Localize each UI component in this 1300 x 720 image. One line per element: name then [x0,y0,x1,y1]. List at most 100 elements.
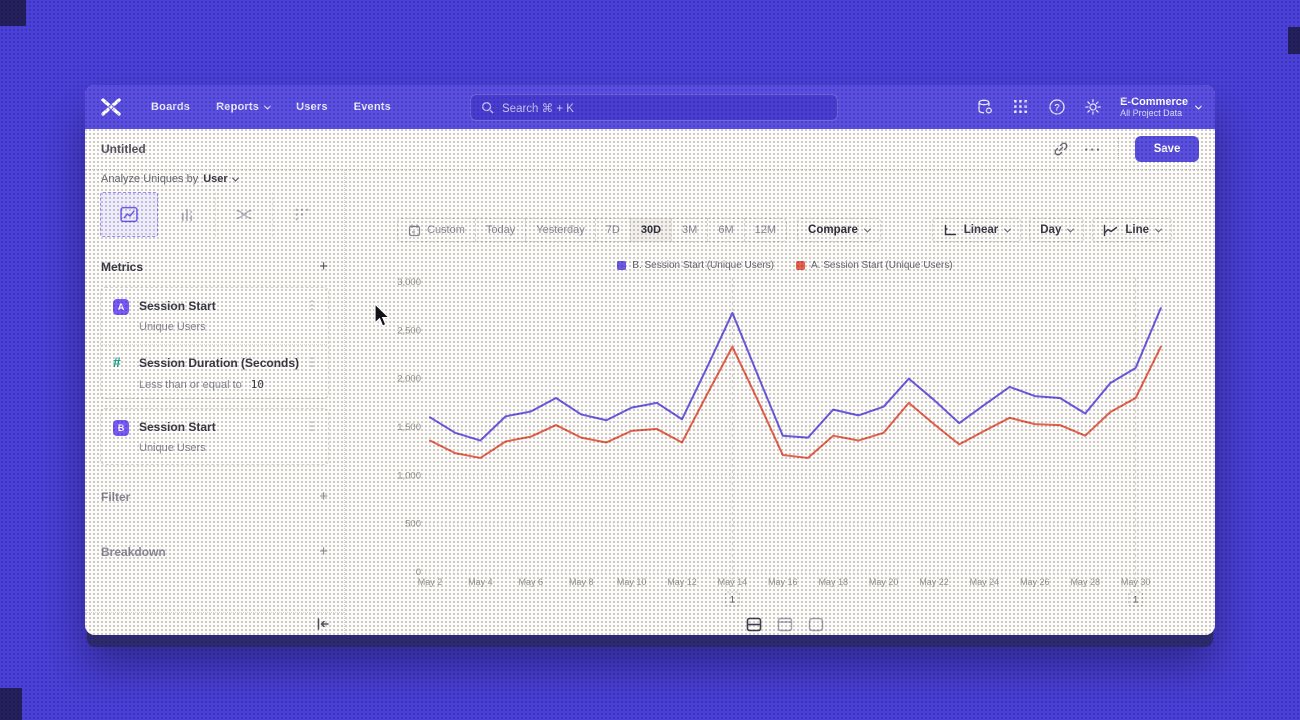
legend-item-series-b[interactable]: B. Session Start (Unique Users) [617,260,774,271]
number-property-icon: # [113,354,121,370]
tab-insights-line[interactable] [100,192,158,237]
add-breakdown-button[interactable]: + [319,543,328,560]
metric-subtitle[interactable]: Unique Users [139,321,206,333]
metrics-title: Metrics [101,260,144,274]
svg-text:May 26: May 26 [1020,577,1050,587]
visualization-tabs [100,192,331,237]
scale-dropdown[interactable]: Linear [931,218,1022,242]
layout-full-button[interactable] [807,616,826,632]
metric-title: Session Start [139,420,216,434]
range-12m-button[interactable]: 12M [743,218,788,242]
filter-section: Filter + [101,488,328,505]
metric-card-duration[interactable]: # Session Duration (Seconds) ⋮ Less than… [101,345,328,401]
nav-links: Boards Reports Users Events [151,101,391,113]
range-custom-button[interactable]: Custom [397,218,476,242]
mixpanel-logo-icon[interactable] [99,96,123,118]
range-today-button[interactable]: Today [474,218,527,242]
data-management-icon[interactable] [976,98,994,116]
divider [1118,138,1119,160]
chevron-down-icon [1194,102,1203,110]
range-7d-button[interactable]: 7D [594,218,631,242]
nav-item-users[interactable]: Users [296,101,328,113]
metric-group-box: B Session Start ⋮ Unique Users [100,408,329,465]
apps-grid-icon[interactable] [1012,98,1030,116]
svg-text:1: 1 [730,595,735,606]
compare-dropdown[interactable]: Compare [797,218,881,242]
nav-item-boards[interactable]: Boards [151,101,191,113]
report-title[interactable]: Untitled [101,142,146,156]
screen-artifact [1288,27,1300,54]
metric-condition[interactable]: Less than or equal to 10 [139,378,264,391]
axis-scale-icon [944,224,956,235]
tab-flows[interactable] [216,192,274,237]
search-input[interactable]: Search ⌘ + K [470,94,838,121]
range-30d-button[interactable]: 30D [629,218,673,242]
collapse-sidebar-icon[interactable] [316,617,330,631]
calendar-icon [408,223,421,236]
metrics-section-header: Metrics + [101,258,328,275]
breakdown-section: Breakdown + [101,543,328,560]
chevron-down-icon [1004,225,1012,233]
project-switcher[interactable]: E-Commerce All Project Data [1120,96,1203,119]
range-yesterday-button[interactable]: Yesterday [525,218,596,242]
share-link-icon[interactable] [1053,141,1069,157]
range-3m-button[interactable]: 3M [671,218,709,242]
top-navbar: Boards Reports Users Events Search ⌘ + K [85,85,1215,129]
metric-group-box: A Session Start ⋮ Unique Users # Session… [100,287,329,399]
add-metric-button[interactable]: + [319,258,328,275]
line-chart-canvas[interactable]: 0 500 1,000 1,500 2,000 2,500 3,000 May 2 May 4 M… [395,275,1175,610]
svg-text:May 16: May 16 [768,577,798,587]
svg-text:?: ? [1054,102,1060,113]
svg-text:May 14: May 14 [718,577,748,587]
chart-legend: B. Session Start (Unique Users) A. Sessi… [395,260,1175,271]
kebab-menu-icon[interactable]: ⋮ [306,298,318,312]
metric-badge-a: A [113,299,129,315]
sidebar-footer [85,612,344,635]
layout-split-horizontal-button[interactable] [745,616,764,632]
add-filter-button[interactable]: + [319,488,328,505]
chevron-down-icon [264,102,272,110]
svg-text:May 2: May 2 [418,577,443,587]
legend-item-series-a[interactable]: A. Session Start (Unique Users) [796,260,953,271]
layout-switcher [395,616,1175,632]
search-icon [482,102,494,114]
metric-title: Session Start [139,299,216,313]
more-options-icon[interactable]: ··· [1084,141,1102,157]
layout-header-top-button[interactable] [776,616,795,632]
metric-card-a[interactable]: A Session Start ⋮ Unique Users [101,288,328,344]
analyze-label: Analyze Uniques by [101,173,199,185]
interval-dropdown[interactable]: Day [1029,218,1085,242]
divider [102,344,327,345]
help-icon[interactable]: ? [1048,98,1066,116]
app-window: Boards Reports Users Events Search ⌘ + K [85,85,1215,635]
query-builder-sidebar: Analyze Uniques by User [85,170,345,635]
nav-item-events[interactable]: Events [353,101,391,113]
svg-text:May 22: May 22 [919,577,949,587]
range-6m-button[interactable]: 6M [707,218,745,242]
svg-text:May 28: May 28 [1070,577,1100,587]
project-subtitle: All Project Data [1120,107,1183,118]
save-button[interactable]: Save [1135,136,1199,162]
svg-text:1,000: 1,000 [397,470,421,481]
nav-item-reports[interactable]: Reports [216,101,272,113]
chart-display-controls: Linear Day Line [931,218,1172,242]
metric-card-b[interactable]: B Session Start ⋮ Unique Users [101,409,328,465]
screen-artifact [0,688,22,720]
svg-text:3,000: 3,000 [397,277,421,288]
screen-artifact [0,0,26,26]
svg-text:500: 500 [405,519,421,530]
tab-bar-chart[interactable] [158,192,216,237]
chart-type-dropdown[interactable]: Line [1092,218,1172,242]
svg-text:May 18: May 18 [818,577,848,587]
kebab-menu-icon[interactable]: ⋮ [306,419,318,433]
svg-text:May 6: May 6 [519,577,544,587]
settings-gear-icon[interactable] [1084,98,1102,116]
kebab-menu-icon[interactable]: ⋮ [306,355,318,369]
breakdown-label: Breakdown [101,545,166,559]
date-range-toolbar: Custom Today Yesterday 7D 30D 3M 6M 12M … [397,218,881,242]
metric-title: Session Duration (Seconds) [139,356,300,370]
tab-retention[interactable] [273,192,331,237]
metric-subtitle[interactable]: Unique Users [139,442,206,454]
legend-swatch [617,261,627,270]
analyze-value-dropdown[interactable]: User [203,173,228,185]
